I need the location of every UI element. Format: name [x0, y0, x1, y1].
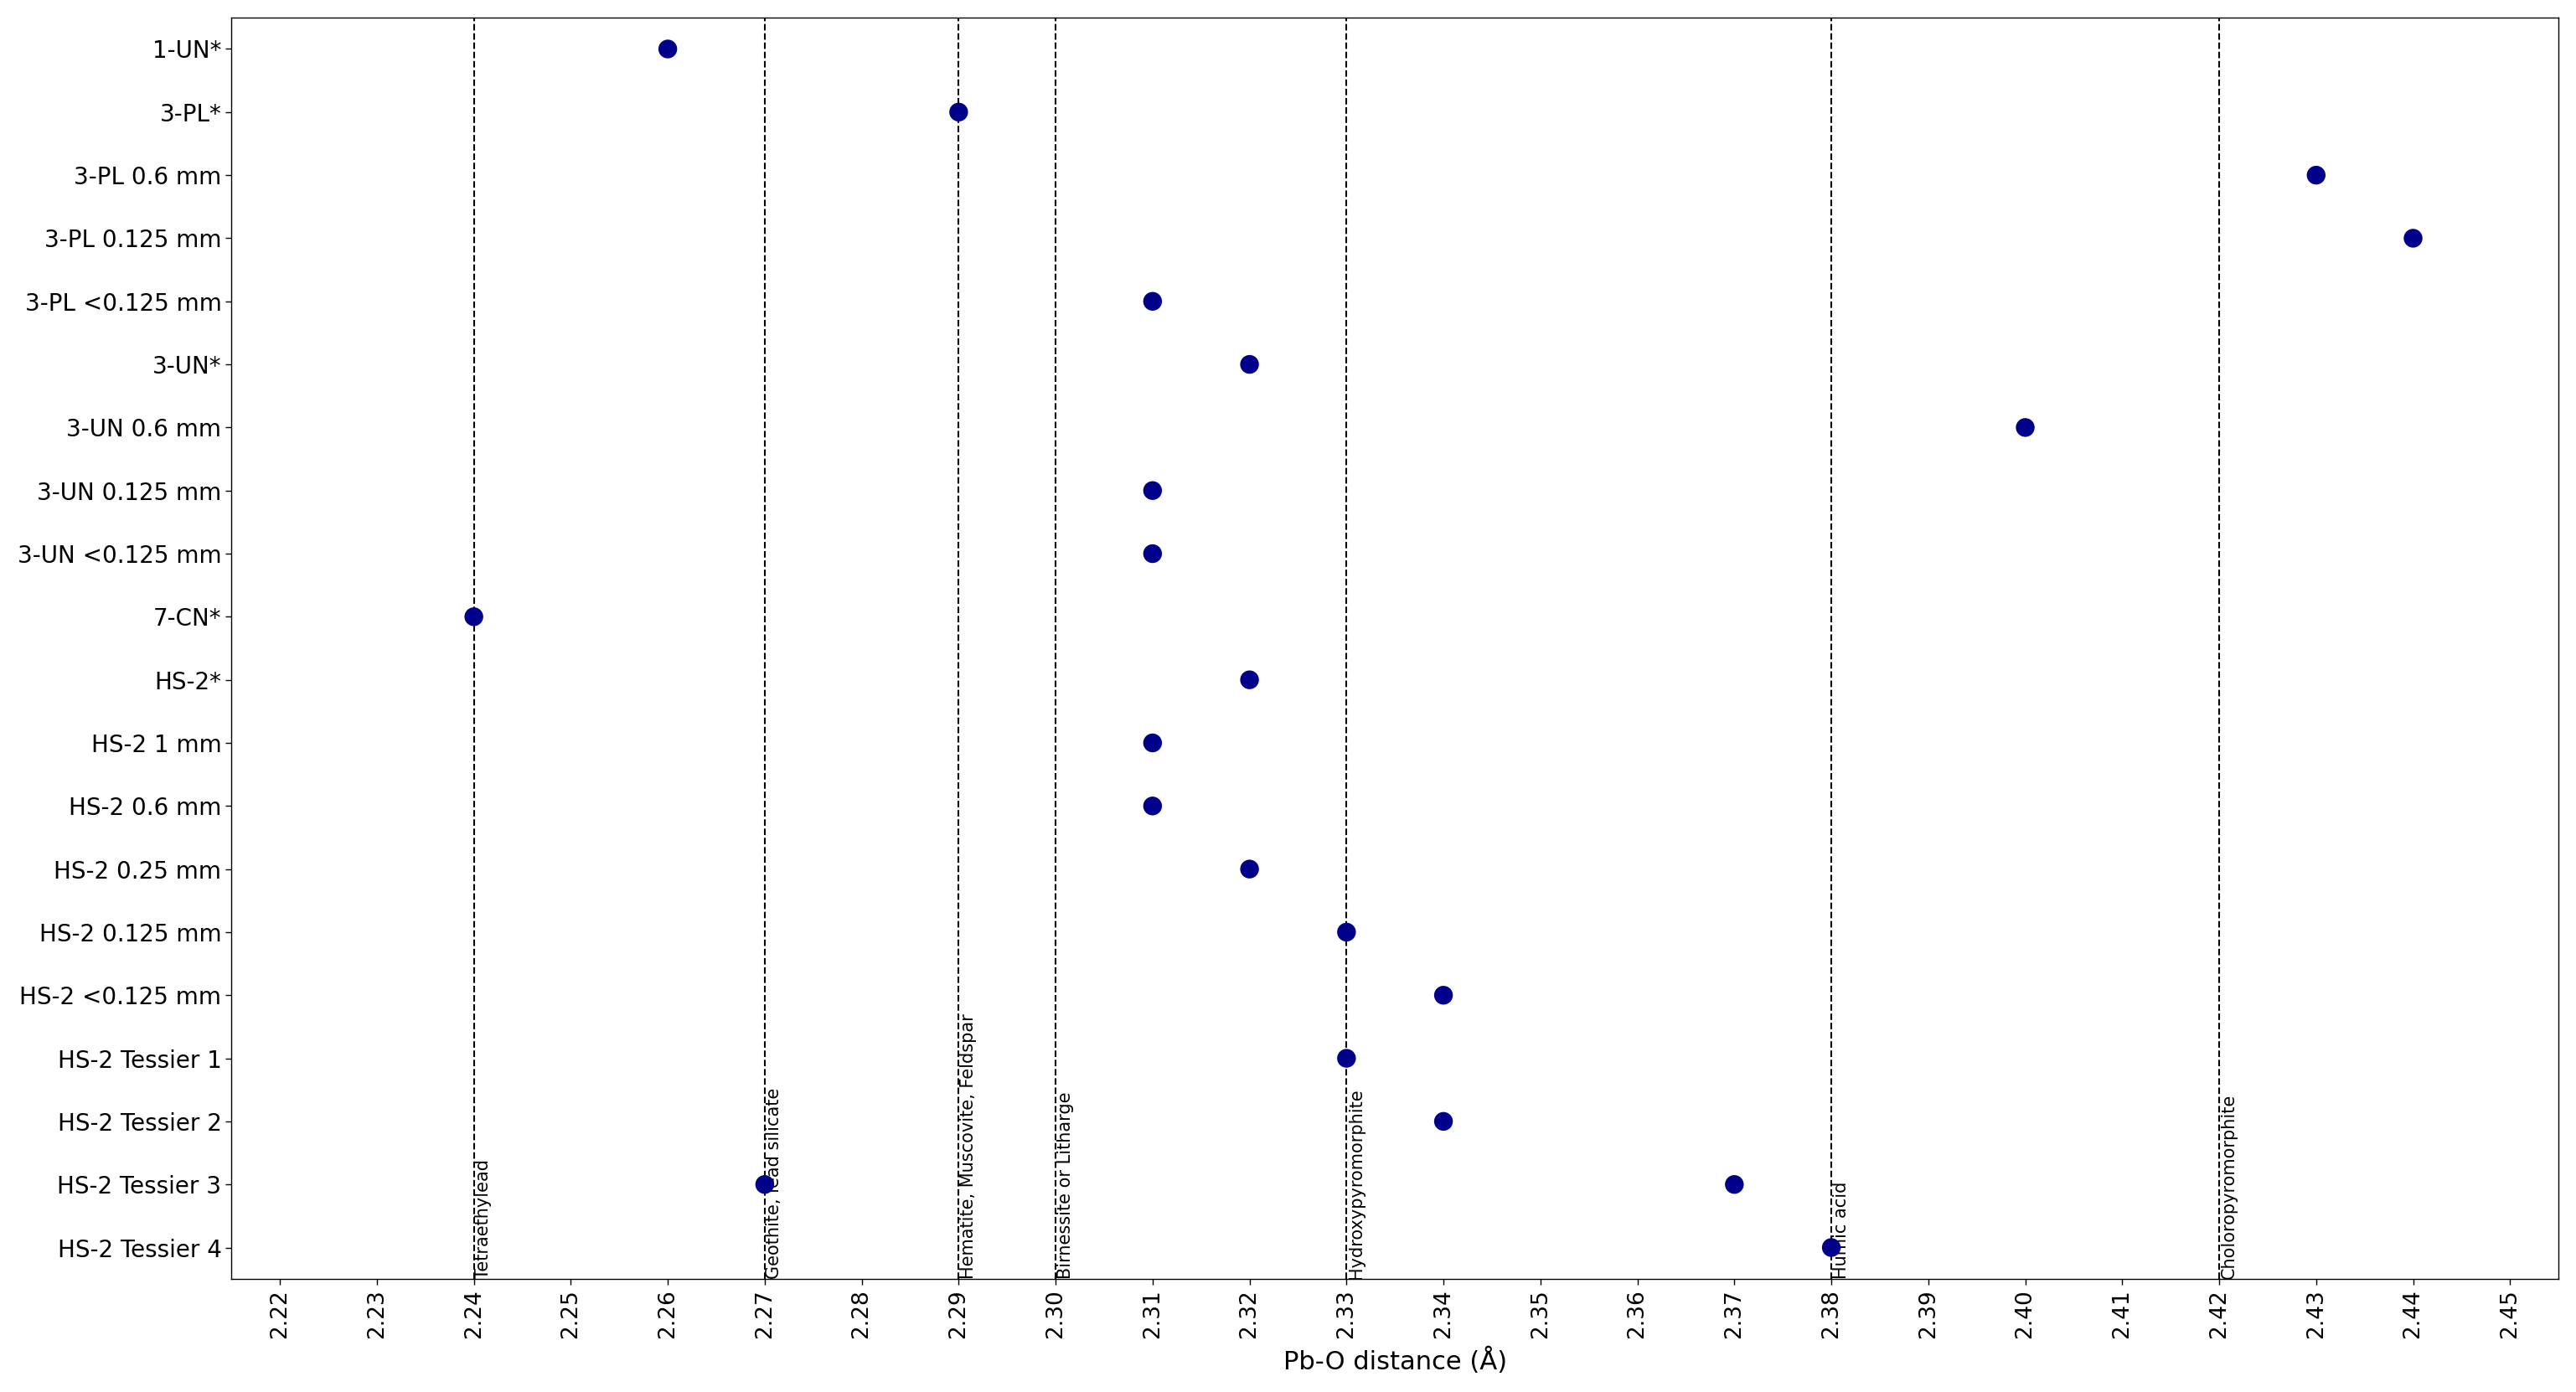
Point: [938, 102, 979, 124]
Point: [744, 1173, 786, 1196]
Point: [2393, 227, 2434, 249]
Point: [1327, 922, 1368, 944]
Text: Choloropyromorphite: Choloropyromorphite: [2221, 1094, 2236, 1279]
Point: [1229, 668, 1270, 690]
X-axis label: Pb-O distance (Å): Pb-O distance (Å): [1283, 1347, 1507, 1374]
Text: Hydroxypyromorphite: Hydroxypyromorphite: [1347, 1089, 1365, 1279]
Point: [1131, 732, 1172, 754]
Text: Humic acid: Humic acid: [1832, 1182, 1850, 1279]
Point: [1422, 1111, 1463, 1133]
Text: Birnessite or Litharge: Birnessite or Litharge: [1056, 1091, 1074, 1279]
Point: [1422, 984, 1463, 1006]
Text: Hematite, Muscovite, Feldspar: Hematite, Muscovite, Feldspar: [961, 1013, 976, 1279]
Point: [1131, 543, 1172, 565]
Point: [647, 38, 688, 60]
Text: Geothite, lead silicate: Geothite, lead silicate: [765, 1089, 783, 1279]
Point: [2295, 164, 2336, 187]
Point: [453, 606, 495, 628]
Point: [1327, 1047, 1368, 1069]
Point: [1131, 290, 1172, 312]
Point: [1229, 354, 1270, 376]
Point: [1713, 1173, 1754, 1196]
Point: [1131, 479, 1172, 501]
Point: [2004, 416, 2045, 438]
Point: [1229, 857, 1270, 880]
Point: [1131, 795, 1172, 817]
Text: Tetraethylead: Tetraethylead: [474, 1160, 492, 1279]
Point: [1811, 1236, 1852, 1258]
